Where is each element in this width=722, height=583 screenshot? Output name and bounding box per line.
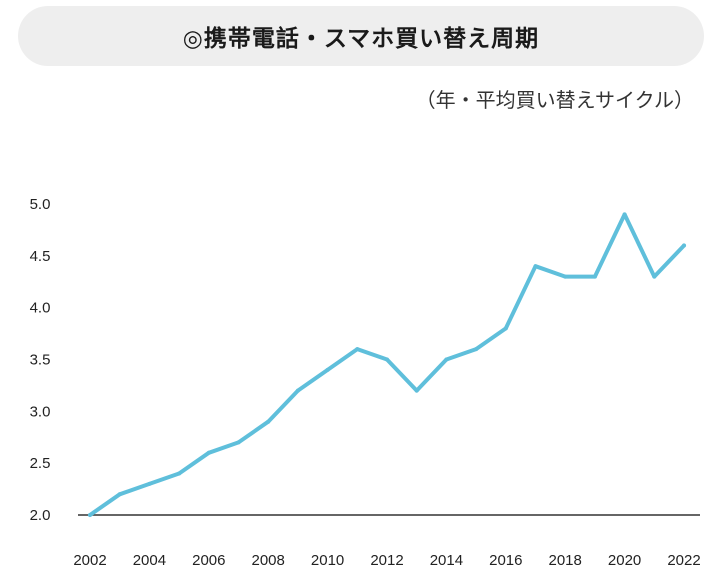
x-tick-label: 2008 <box>252 552 285 569</box>
x-tick-label: 2004 <box>133 552 166 569</box>
x-tick-label: 2010 <box>311 552 344 569</box>
data-point <box>325 367 330 372</box>
data-point <box>295 388 300 393</box>
y-tick-label: 2.0 <box>30 507 51 524</box>
data-point <box>682 243 686 248</box>
data-point <box>652 274 657 279</box>
y-tick-label: 4.0 <box>30 300 51 317</box>
series-line <box>88 212 686 517</box>
data-point <box>147 481 152 486</box>
data-point <box>414 388 419 393</box>
x-tick-label: 2022 <box>667 552 700 569</box>
y-tick-label: 2.5 <box>30 455 51 472</box>
data-point <box>503 326 508 331</box>
x-tick-label: 2012 <box>370 552 403 569</box>
data-point <box>622 212 627 217</box>
x-tick-label: 2002 <box>73 552 106 569</box>
chart-title-banner: ◎携帯電話・スマホ買い替え周期 <box>18 6 704 66</box>
x-tick-label: 2016 <box>489 552 522 569</box>
y-tick-label: 3.5 <box>30 352 51 369</box>
data-point <box>88 513 92 517</box>
x-tick-label: 2018 <box>549 552 582 569</box>
y-tick-label: 5.0 <box>30 196 51 213</box>
series-points <box>88 212 686 517</box>
data-point <box>266 419 271 424</box>
data-point <box>385 357 389 362</box>
data-point <box>474 347 479 352</box>
data-point <box>355 347 360 352</box>
x-tick-label: 2020 <box>608 552 641 569</box>
x-tick-label: 2014 <box>430 552 463 569</box>
data-point <box>533 264 538 269</box>
chart-title: ◎携帯電話・スマホ買い替え周期 <box>182 26 540 52</box>
data-point <box>117 492 122 497</box>
data-point <box>236 440 241 445</box>
x-axis-ticks: 2002 2004 2006 2008 2010 2012 2014 2016 2018 2020… <box>73 552 700 569</box>
y-axis-ticks: 2.0 2.5 3.0 3.5 4.0 4.5 5.0 <box>30 196 51 524</box>
data-point <box>592 274 597 279</box>
y-tick-label: 4.5 <box>30 248 51 265</box>
x-tick-label: 2006 <box>192 552 225 569</box>
data-point <box>206 450 211 455</box>
data-point <box>177 471 182 476</box>
data-point <box>563 274 568 279</box>
y-tick-label: 3.0 <box>30 403 51 420</box>
unit-note: （年・平均買い替えサイクル） <box>415 88 694 112</box>
data-point <box>444 357 449 362</box>
